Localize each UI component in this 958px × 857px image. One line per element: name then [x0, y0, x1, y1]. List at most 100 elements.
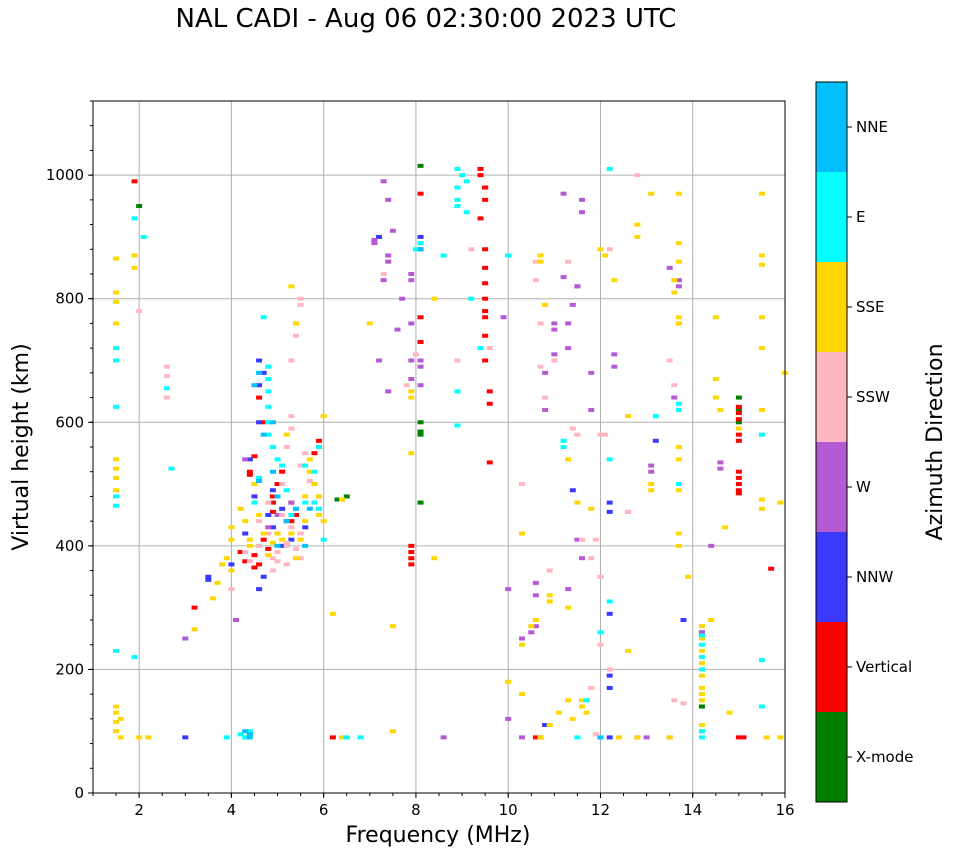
data-point — [675, 284, 682, 289]
data-point — [735, 488, 742, 493]
data-point — [546, 723, 553, 728]
data-point — [269, 500, 276, 505]
data-point — [113, 321, 120, 326]
data-point — [519, 482, 526, 487]
data-point — [191, 627, 198, 632]
data-point — [537, 259, 544, 264]
data-point — [136, 309, 143, 314]
data-point — [606, 500, 613, 505]
data-point — [735, 735, 742, 740]
data-point — [652, 438, 659, 443]
data-point — [758, 315, 765, 320]
x-tick-label: 10 — [499, 801, 518, 819]
data-point — [136, 735, 143, 740]
data-point — [569, 716, 576, 721]
y-axis-ticks: 0 200 400 600 800 1000 — [46, 100, 93, 802]
data-point — [288, 531, 295, 536]
data-point — [532, 278, 539, 283]
data-point — [574, 284, 581, 289]
x-tick-label: 6 — [319, 801, 329, 819]
data-point — [265, 432, 272, 437]
data-point — [131, 216, 138, 221]
data-point — [597, 247, 604, 252]
data-point — [675, 278, 682, 283]
data-point — [597, 642, 604, 647]
data-point — [698, 633, 705, 638]
data-point — [246, 559, 253, 564]
series-vertical — [131, 166, 775, 740]
data-point — [698, 723, 705, 728]
data-point — [758, 262, 765, 267]
data-point — [735, 395, 742, 400]
data-point — [302, 543, 309, 548]
data-point — [417, 429, 424, 434]
data-point — [454, 197, 461, 202]
data-point — [288, 525, 295, 530]
data-point — [551, 327, 558, 332]
data-point — [163, 373, 170, 378]
data-point — [279, 512, 286, 517]
data-point — [542, 370, 549, 375]
data-point — [758, 346, 765, 351]
data-point — [256, 383, 263, 388]
data-point — [302, 500, 309, 505]
data-point — [242, 550, 249, 555]
data-point — [454, 166, 461, 171]
data-point — [131, 253, 138, 258]
data-point — [339, 735, 346, 740]
data-point — [588, 685, 595, 690]
data-point — [606, 685, 613, 690]
data-point — [274, 457, 281, 462]
data-point — [482, 309, 489, 314]
data-point — [316, 512, 323, 517]
data-point — [269, 568, 276, 573]
data-point — [288, 414, 295, 419]
data-point — [606, 166, 613, 171]
data-point — [408, 358, 415, 363]
data-point — [565, 605, 572, 610]
data-point — [237, 732, 244, 737]
data-point — [283, 445, 290, 449]
data-point — [260, 531, 267, 536]
data-point — [311, 469, 318, 474]
data-point — [758, 506, 765, 511]
data-point — [717, 466, 724, 471]
data-point — [777, 500, 784, 505]
data-point — [316, 438, 323, 443]
data-point — [634, 173, 641, 178]
data-point — [269, 525, 276, 530]
data-point — [708, 543, 715, 548]
x-axis-label: Frequency (MHz) — [346, 823, 531, 848]
data-point — [412, 247, 419, 252]
data-point — [551, 358, 558, 363]
data-point — [131, 655, 138, 660]
data-point — [265, 420, 272, 425]
data-point — [408, 278, 415, 283]
data-point — [698, 685, 705, 690]
data-point — [698, 636, 705, 641]
data-point — [768, 566, 775, 571]
series-sse — [113, 191, 788, 740]
data-point — [532, 624, 539, 629]
data-point — [569, 426, 576, 431]
data-point — [265, 404, 272, 409]
data-point — [597, 574, 604, 579]
data-point — [546, 568, 553, 573]
data-point — [468, 247, 475, 252]
data-point — [209, 596, 216, 601]
data-point — [136, 204, 143, 209]
data-point — [385, 259, 392, 264]
data-point — [583, 710, 590, 715]
data-point — [542, 395, 549, 400]
data-point — [228, 537, 235, 542]
data-point — [431, 556, 438, 561]
data-point — [329, 611, 336, 616]
data-point — [417, 339, 424, 344]
data-point — [519, 642, 526, 647]
data-point — [265, 546, 272, 551]
data-point — [675, 482, 682, 487]
data-point — [758, 704, 765, 709]
data-point — [574, 500, 581, 505]
data-point — [675, 531, 682, 536]
